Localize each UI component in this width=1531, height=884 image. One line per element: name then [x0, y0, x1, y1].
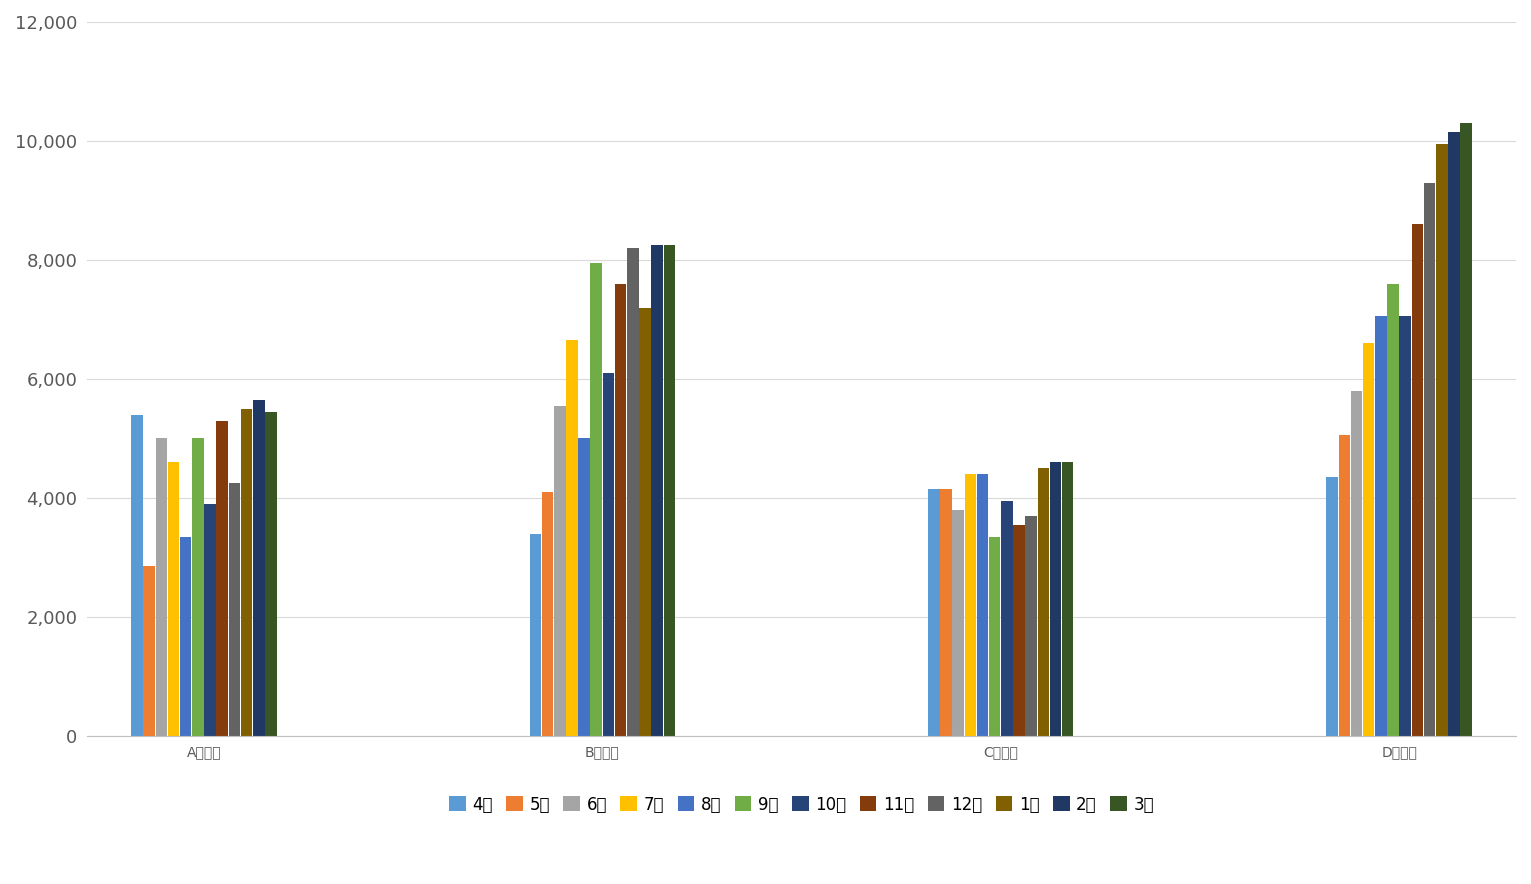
Bar [1363, 343, 1375, 735]
Bar [1448, 132, 1459, 735]
Bar [628, 248, 638, 735]
Bar [253, 400, 265, 735]
Legend: 4月, 5月, 6月, 7月, 8月, 9月, 10月, 11月, 12月, 1月, 2月, 3月: 4月, 5月, 6月, 7月, 8月, 9月, 10月, 11月, 12月, 1… [442, 789, 1160, 820]
Bar [1461, 123, 1471, 735]
Bar [1375, 316, 1387, 735]
Bar [1436, 144, 1447, 735]
Bar [591, 263, 602, 735]
Bar [1014, 524, 1024, 735]
Bar [1063, 462, 1073, 735]
Bar [928, 489, 940, 735]
Bar [1338, 436, 1350, 735]
Bar [952, 510, 965, 735]
Bar [191, 438, 204, 735]
Bar [265, 412, 277, 735]
Bar [566, 340, 577, 735]
Bar [1387, 284, 1399, 735]
Bar [940, 489, 952, 735]
Bar [663, 245, 675, 735]
Bar [1001, 501, 1012, 735]
Bar [144, 567, 155, 735]
Bar [977, 474, 989, 735]
Bar [1399, 316, 1412, 735]
Bar [168, 462, 179, 735]
Bar [1026, 515, 1036, 735]
Bar [638, 308, 651, 735]
Bar [156, 438, 167, 735]
Bar [542, 492, 553, 735]
Bar [965, 474, 977, 735]
Bar [216, 421, 228, 735]
Bar [579, 438, 589, 735]
Bar [989, 537, 1000, 735]
Bar [240, 408, 253, 735]
Bar [1424, 183, 1436, 735]
Bar [1350, 391, 1363, 735]
Bar [651, 245, 663, 735]
Bar [1038, 469, 1049, 735]
Bar [132, 415, 142, 735]
Bar [1326, 477, 1338, 735]
Bar [181, 537, 191, 735]
Bar [530, 534, 540, 735]
Bar [1412, 225, 1424, 735]
Bar [228, 483, 240, 735]
Bar [554, 406, 565, 735]
Bar [1050, 462, 1061, 735]
Bar [615, 284, 626, 735]
Bar [603, 373, 614, 735]
Bar [204, 504, 216, 735]
